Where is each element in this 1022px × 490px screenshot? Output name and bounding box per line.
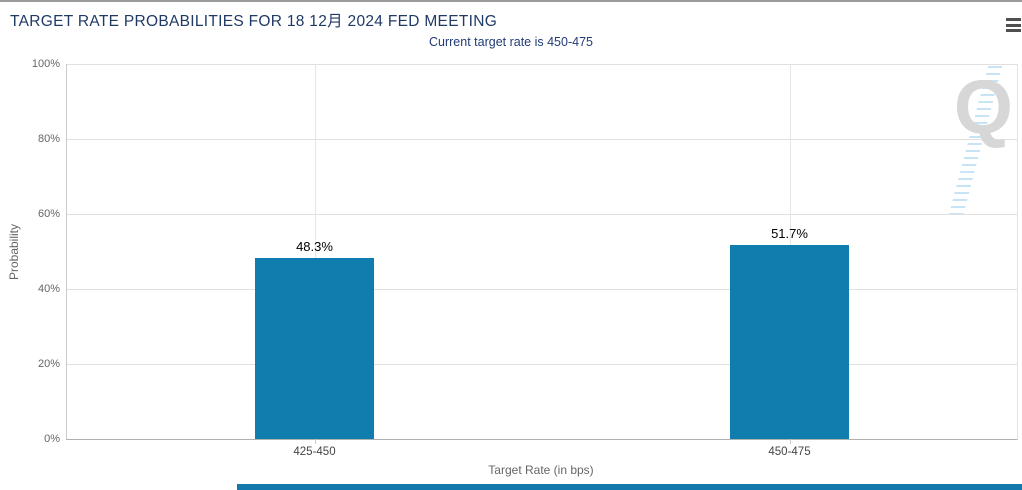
y-grid-line	[67, 214, 1017, 215]
probability-bar[interactable]	[255, 258, 374, 439]
x-tick-mark	[314, 439, 316, 444]
y-grid-line	[67, 64, 1017, 65]
y-tick-label: 40%	[37, 283, 60, 295]
y-tick-label: 60%	[37, 208, 60, 220]
chart-title: TARGET RATE PROBABILITIES FOR 18 12月 202…	[10, 13, 498, 30]
y-tick-label: 80%	[37, 133, 60, 145]
y-axis-title: Probability	[7, 223, 21, 280]
x-grid-line	[314, 64, 316, 439]
probability-bar[interactable]	[730, 245, 849, 439]
bar-value-label: 48.3%	[296, 239, 333, 254]
plot-area: 0% 20% 40% 60% 80% 100% 48.3% 425-450 51.7% 450-4…	[32, 58, 1018, 458]
x-axis-title: Target Rate (in bps)	[488, 463, 594, 477]
y-grid-line	[67, 139, 1017, 140]
chart-subtitle: Current target rate is 450-475	[429, 35, 593, 49]
bar-value-label: 51.7%	[771, 226, 808, 241]
hamburger-menu-icon[interactable]	[1004, 18, 1021, 34]
x-tick-label: 450-475	[768, 446, 811, 458]
y-tick-label: 100%	[31, 58, 60, 70]
y-grid-line	[67, 364, 1017, 365]
x-tick-label: 425-450	[293, 446, 336, 458]
bottom-widget-edge	[237, 484, 1022, 490]
y-tick-label: 0%	[44, 433, 60, 445]
x-tick-mark	[789, 439, 791, 444]
y-grid-line	[67, 289, 1017, 290]
y-tick-label: 20%	[37, 358, 60, 370]
